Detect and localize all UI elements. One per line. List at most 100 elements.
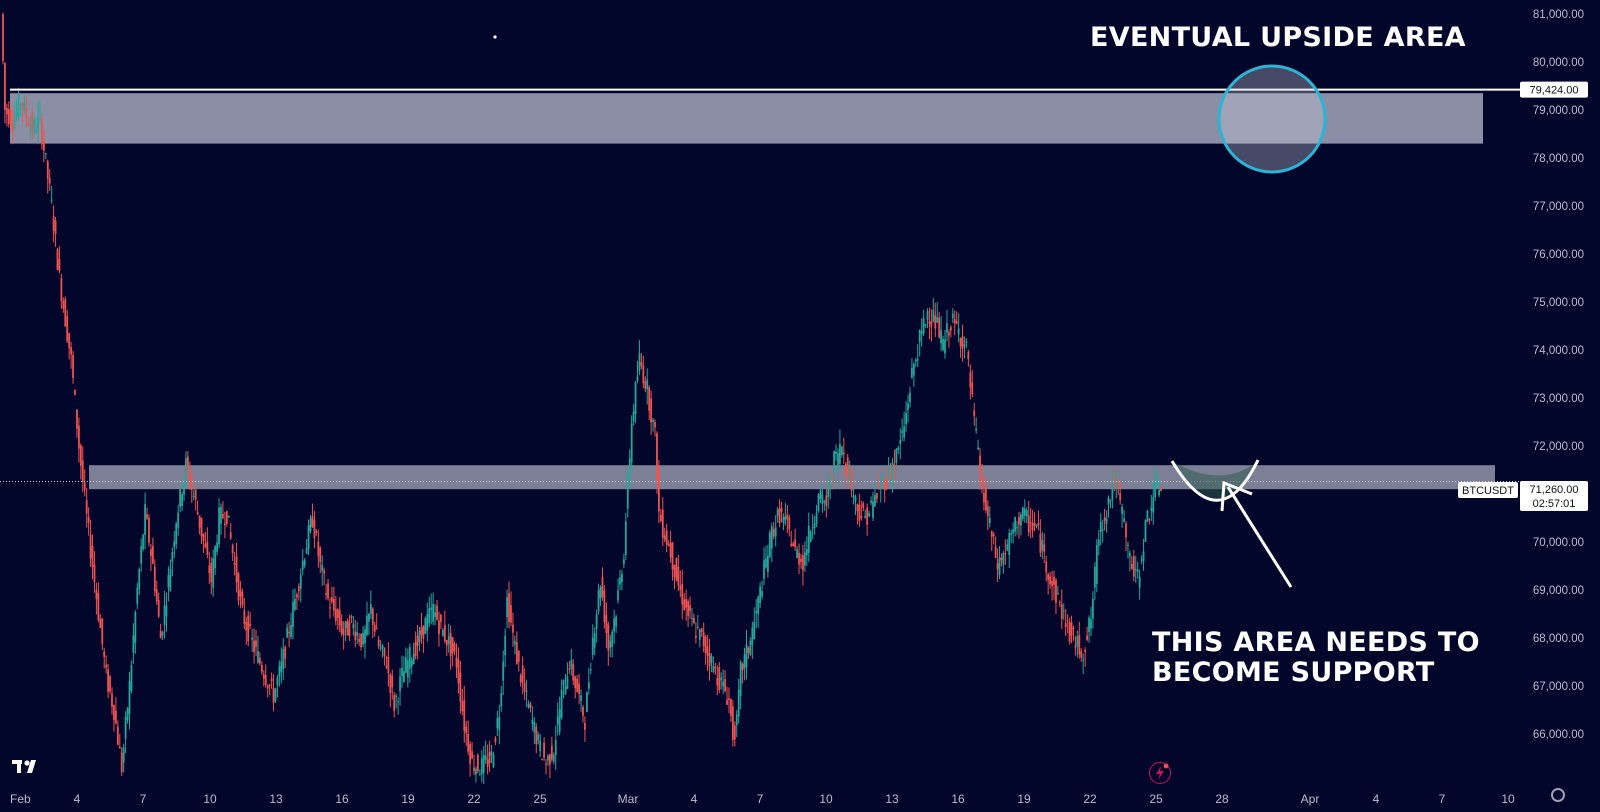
candle-body xyxy=(696,626,699,628)
candle-body xyxy=(153,566,156,592)
candle-body xyxy=(85,500,88,514)
candle-body xyxy=(132,635,135,653)
candle-body xyxy=(317,541,320,556)
candle-body xyxy=(332,599,335,611)
candle-body xyxy=(659,514,662,522)
candle-body xyxy=(996,563,999,570)
tradingview-logo-icon[interactable] xyxy=(12,758,42,774)
candle-body xyxy=(227,515,230,518)
candle-body xyxy=(883,479,886,491)
candle-body xyxy=(58,259,61,271)
candles-group xyxy=(2,12,1162,784)
candle-body xyxy=(401,667,403,677)
candle-body xyxy=(1055,580,1057,603)
candle-body xyxy=(68,332,71,348)
candle-body xyxy=(626,477,629,509)
candle-body xyxy=(1020,514,1022,526)
candle-body xyxy=(595,614,598,629)
candle-body xyxy=(352,624,355,629)
candle-body xyxy=(842,452,845,455)
symbol-label: BTCUSDT xyxy=(1462,485,1514,497)
candle-body xyxy=(21,103,24,109)
price-tick-label: 79,000.00 xyxy=(1533,105,1584,117)
candle-body xyxy=(1115,480,1118,489)
candle-body xyxy=(550,745,553,760)
candle-body xyxy=(965,341,968,343)
candle-body xyxy=(955,321,958,324)
price-tick-label: 78,000.00 xyxy=(1533,153,1584,165)
candle-body xyxy=(79,445,82,466)
candle-body xyxy=(749,640,752,655)
candle-body xyxy=(513,641,516,645)
resistance-price-label: 79,424.00 xyxy=(1530,85,1579,97)
candle-body xyxy=(512,624,514,633)
candle-body xyxy=(284,646,287,659)
candle-body xyxy=(297,586,300,592)
candle-body xyxy=(113,705,115,721)
candle-body xyxy=(576,678,579,693)
candle-body xyxy=(7,108,10,124)
candle-body xyxy=(299,574,302,589)
candle-body xyxy=(1093,566,1096,588)
candle-body xyxy=(311,516,314,528)
candle-body xyxy=(712,665,715,673)
candle-body xyxy=(350,616,353,619)
symbol-tag xyxy=(1458,482,1518,498)
price-tick-label: 69,000.00 xyxy=(1533,585,1584,597)
candle-body xyxy=(554,739,557,756)
candle-body xyxy=(702,632,705,647)
candle-body xyxy=(909,392,911,403)
candle-body xyxy=(204,543,207,548)
candle-body xyxy=(788,517,791,530)
time-tick-label: 25 xyxy=(533,792,547,806)
candle-body xyxy=(959,337,962,347)
candle-body xyxy=(580,695,582,702)
candle-body xyxy=(790,543,793,547)
candle-body xyxy=(617,590,619,601)
candle-body xyxy=(630,423,633,463)
candle-body xyxy=(231,544,234,554)
candle-body xyxy=(1047,574,1050,581)
candle-body xyxy=(408,647,411,669)
settings-gear-icon[interactable] xyxy=(1551,788,1565,802)
candle-body xyxy=(922,317,925,334)
candle-body xyxy=(778,508,781,523)
candle-body xyxy=(484,755,487,760)
candle-body xyxy=(334,608,337,621)
candle-body xyxy=(700,628,703,633)
candle-body xyxy=(239,589,242,597)
candle-body xyxy=(126,708,129,721)
candle-body xyxy=(111,693,113,707)
candle-body xyxy=(373,624,376,632)
candle-body xyxy=(899,440,902,445)
candle-body xyxy=(1018,516,1020,525)
candle-body xyxy=(502,661,505,681)
lightning-icon[interactable] xyxy=(1149,762,1171,784)
candle-body xyxy=(957,328,960,335)
candle-body xyxy=(243,610,246,625)
candle-body xyxy=(547,755,549,761)
candle-body xyxy=(1113,478,1116,484)
candle-body xyxy=(508,593,510,623)
candle-body xyxy=(1023,508,1026,516)
candle-body xyxy=(35,130,37,132)
candle-body xyxy=(848,475,851,482)
candle-body xyxy=(222,513,224,518)
candle-body xyxy=(860,515,863,519)
candle-body xyxy=(720,677,723,681)
candle-body xyxy=(533,722,536,733)
candle-body xyxy=(1109,499,1112,502)
candle-body xyxy=(531,719,534,725)
price-tick-label: 75,000.00 xyxy=(1533,297,1584,309)
candle-body xyxy=(292,601,294,628)
candle-body xyxy=(393,695,396,712)
arrow-shaft xyxy=(1226,486,1293,588)
candle-body xyxy=(105,664,108,668)
candle-body xyxy=(99,618,102,628)
candle-body xyxy=(971,382,974,395)
candle-body xyxy=(792,543,795,547)
candle-body xyxy=(794,539,797,548)
candle-body xyxy=(1000,557,1003,561)
candle-body xyxy=(498,716,501,730)
